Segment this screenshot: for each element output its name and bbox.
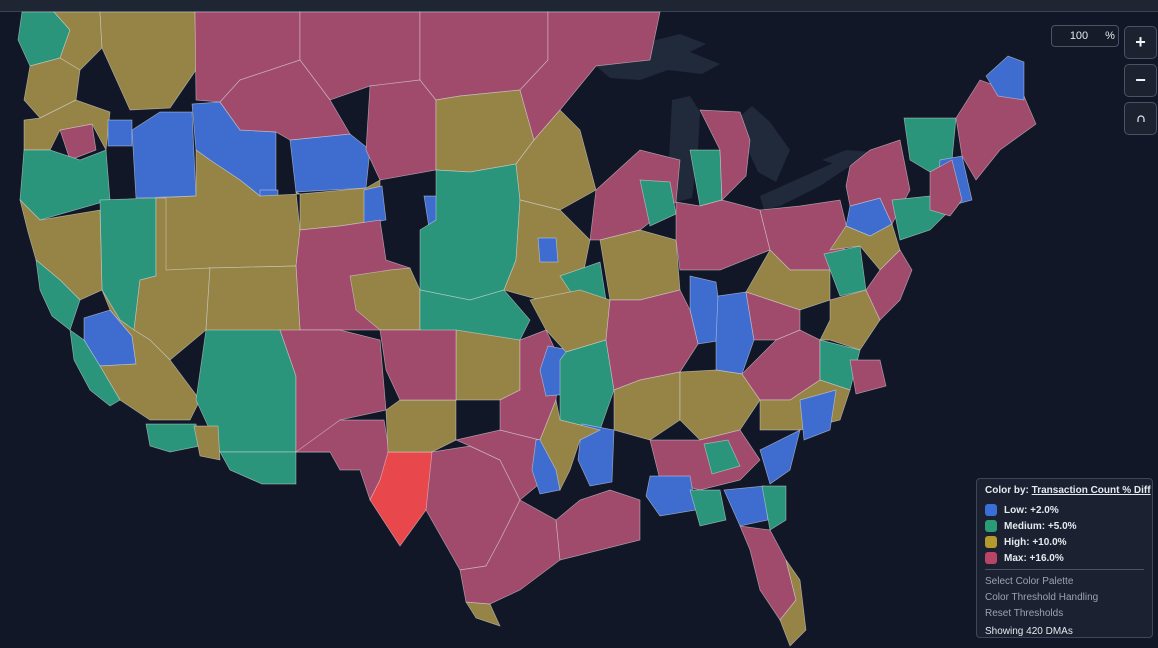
legend-swatch xyxy=(985,520,997,532)
dma-region[interactable] xyxy=(865,249,913,321)
dma-count-text: Showing 420 DMAs xyxy=(985,626,1073,637)
dma-region[interactable] xyxy=(363,185,387,225)
color-legend-panel: Color by: Transaction Count % Diff Low: … xyxy=(976,478,1153,638)
zoom-unit-label: % xyxy=(1105,30,1115,42)
color-by-label: Color by: xyxy=(985,485,1029,496)
reset-view-button[interactable] xyxy=(1124,102,1157,135)
dma-region[interactable] xyxy=(699,109,751,201)
dma-region[interactable] xyxy=(689,489,727,527)
lake-huron xyxy=(738,106,790,182)
color-by-metric-link[interactable]: Transaction Count % Diff xyxy=(1031,485,1151,496)
dma-region[interactable] xyxy=(145,423,201,453)
legend-item-max: Max: +16.0% xyxy=(985,550,1144,566)
legend-item-high: High: +10.0% xyxy=(985,534,1144,550)
dma-region[interactable] xyxy=(537,237,559,263)
legend-item-label: Max: +16.0% xyxy=(1004,552,1064,564)
dma-region[interactable] xyxy=(219,59,351,141)
dma-region[interactable] xyxy=(645,475,697,517)
dma-region[interactable] xyxy=(689,275,725,345)
dma-region[interactable] xyxy=(605,289,699,391)
dma-region[interactable] xyxy=(723,485,769,527)
dma-region[interactable] xyxy=(465,601,501,627)
dma-region[interactable] xyxy=(779,559,807,647)
zoom-level-value[interactable]: 100 xyxy=(1069,30,1089,42)
legend-item-low: Low: +2.0% xyxy=(985,502,1144,518)
dma-region[interactable] xyxy=(107,119,133,147)
legend-item-label: Medium: +5.0% xyxy=(1004,520,1077,532)
legend-item-medium: Medium: +5.0% xyxy=(985,518,1144,534)
dma-region[interactable] xyxy=(365,79,437,181)
dma-region[interactable] xyxy=(379,329,457,401)
dma-region[interactable] xyxy=(289,133,371,193)
dma-region[interactable] xyxy=(759,429,801,485)
select-color-palette-link[interactable]: Select Color Palette xyxy=(985,576,1074,587)
dma-region[interactable] xyxy=(577,423,615,487)
dma-region[interactable] xyxy=(849,359,887,395)
dma-region[interactable] xyxy=(555,489,641,561)
dma-region[interactable] xyxy=(131,111,197,199)
dma-region[interactable] xyxy=(385,399,457,453)
legend-title: Color by: Transaction Count % Diff xyxy=(985,485,1151,496)
reset-thresholds-link[interactable]: Reset Thresholds xyxy=(985,608,1064,619)
dma-region[interactable] xyxy=(455,329,521,401)
legend-swatch xyxy=(985,504,997,516)
dma-region[interactable] xyxy=(955,79,1037,181)
dma-region[interactable] xyxy=(703,439,741,475)
legend-swatch xyxy=(985,552,997,564)
dma-region[interactable] xyxy=(69,329,121,407)
zoom-out-button[interactable]: − xyxy=(1124,64,1157,97)
zoom-in-button[interactable]: + xyxy=(1124,26,1157,59)
top-toolbar-strip xyxy=(0,0,1158,12)
dma-region[interactable] xyxy=(675,199,771,271)
dma-region[interactable] xyxy=(679,369,761,441)
dma-region[interactable] xyxy=(99,289,201,421)
dma-region[interactable] xyxy=(205,265,301,341)
dma-region[interactable] xyxy=(559,339,615,431)
legend-item-label: Low: +2.0% xyxy=(1004,504,1059,516)
dma-region[interactable] xyxy=(799,389,837,441)
dma-region[interactable] xyxy=(739,525,797,621)
legend-divider xyxy=(985,569,1144,570)
dma-region[interactable] xyxy=(985,55,1025,101)
dma-region[interactable] xyxy=(193,425,221,461)
dma-region[interactable] xyxy=(539,398,602,492)
zoom-level-field[interactable]: 100 % xyxy=(1051,25,1119,47)
legend-swatch xyxy=(985,536,997,548)
dma-region[interactable] xyxy=(599,229,681,301)
dma-region[interactable] xyxy=(59,123,97,161)
dma-region[interactable] xyxy=(99,11,197,111)
lake-erie xyxy=(760,160,850,210)
lake-superior xyxy=(596,34,720,80)
dma-region[interactable] xyxy=(419,163,521,301)
dma-region[interactable] xyxy=(929,159,963,217)
dma-region[interactable] xyxy=(689,149,723,207)
legend-item-label: High: +10.0% xyxy=(1004,536,1067,548)
color-threshold-handling-link[interactable]: Color Threshold Handling xyxy=(985,592,1099,603)
reset-north-icon xyxy=(1136,114,1145,122)
dma-region[interactable] xyxy=(761,485,787,531)
dma-region[interactable] xyxy=(219,451,297,485)
dma-region[interactable] xyxy=(23,99,111,152)
dma-region[interactable] xyxy=(19,149,111,221)
